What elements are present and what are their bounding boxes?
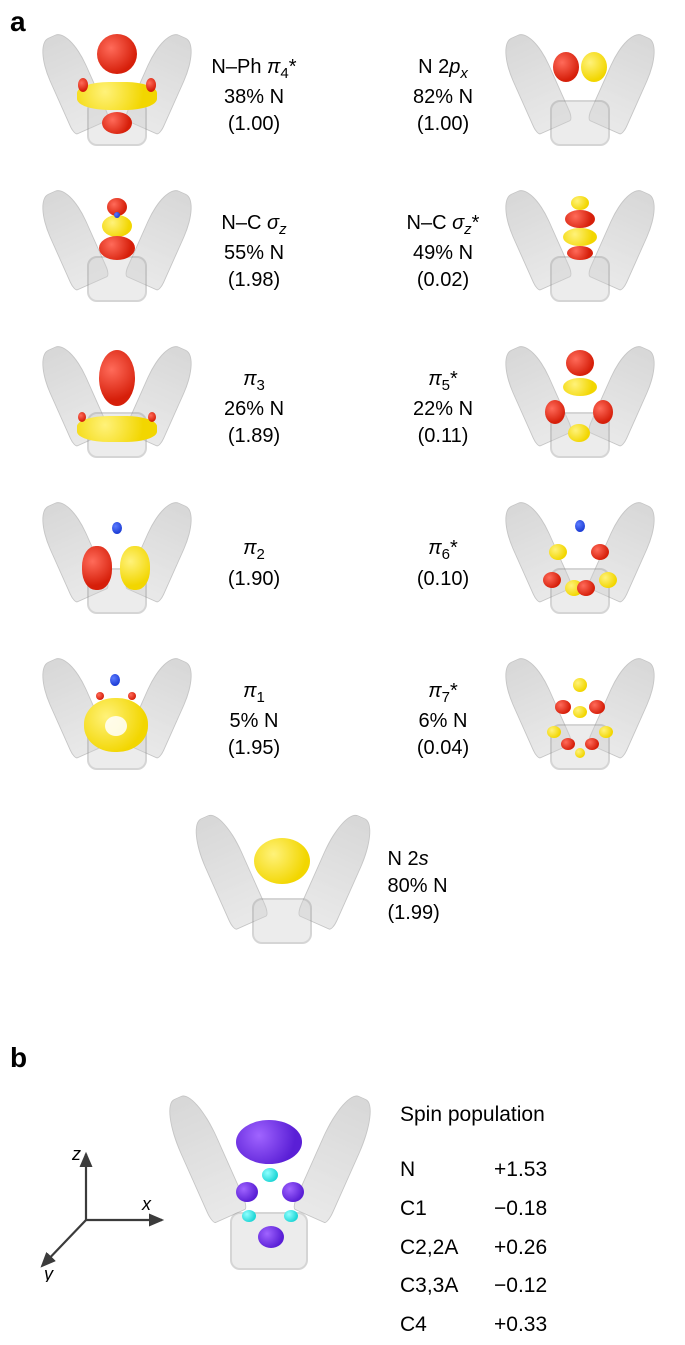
orbital-row-5: π1 5% N (1.95) π7* 6% N (0.04) bbox=[0, 642, 685, 798]
val: −0.18 bbox=[494, 1190, 547, 1229]
pctN: 82% N bbox=[393, 84, 493, 111]
name: π7* bbox=[393, 678, 493, 708]
orbital-nphpi4star-icon bbox=[42, 26, 192, 166]
occ: (1.98) bbox=[204, 267, 304, 294]
spin-row-C33A: C3,3A −0.12 bbox=[400, 1267, 547, 1306]
val: +0.26 bbox=[494, 1229, 547, 1268]
orbital-right-3-text: π5* 22% N (0.11) bbox=[393, 366, 493, 450]
occ: (0.04) bbox=[393, 735, 493, 762]
spin-row-N: N +1.53 bbox=[400, 1151, 547, 1190]
name: π5* bbox=[393, 366, 493, 396]
orbital-right-5-text: π7* 6% N (0.04) bbox=[393, 678, 493, 762]
occ: (1.00) bbox=[393, 111, 493, 138]
orbital-pi7star-icon bbox=[505, 650, 655, 790]
pctN: 6% N bbox=[393, 708, 493, 735]
orbital-center-text: N 2s 80% N (1.99) bbox=[388, 846, 488, 927]
spin-row-C22A: C2,2A +0.26 bbox=[400, 1229, 547, 1268]
orbital-pi6star-icon bbox=[505, 494, 655, 634]
pctN: 80% N bbox=[388, 873, 488, 900]
orbital-pi5star-icon bbox=[505, 338, 655, 478]
orbital-right-1-text: N 2px 82% N (1.00) bbox=[393, 54, 493, 138]
orbital-ncsigmazstar-icon bbox=[505, 182, 655, 322]
orbital-right-1: N 2px 82% N (1.00) bbox=[393, 26, 655, 166]
name: π1 bbox=[204, 678, 304, 708]
name: N–Ph π4* bbox=[204, 54, 304, 84]
orbital-right-4: π6* (0.10) bbox=[393, 494, 655, 634]
coordinate-axes-icon: z x y bbox=[30, 1142, 180, 1282]
orbital-left-4-text: π2 (1.90) bbox=[204, 535, 304, 592]
orbital-right-4-text: π6* (0.10) bbox=[393, 535, 493, 592]
pctN: 26% N bbox=[204, 396, 304, 423]
axis-x-label: x bbox=[141, 1194, 152, 1214]
orbital-row-4: π2 (1.90) π6* (0.10) bbox=[0, 486, 685, 642]
val: −0.12 bbox=[494, 1267, 547, 1306]
orbital-n2s-icon bbox=[198, 806, 368, 966]
orbital-left-3: π3 26% N (1.89) bbox=[42, 338, 304, 478]
orbital-left-1-text: N–Ph π4* 38% N (1.00) bbox=[204, 54, 304, 138]
atom: C1 bbox=[400, 1190, 470, 1229]
orbital-left-1: N–Ph π4* 38% N (1.00) bbox=[42, 26, 304, 166]
orbital-ncsigmaz-icon bbox=[42, 182, 192, 322]
val: +0.33 bbox=[494, 1306, 547, 1345]
panel-a: N–Ph π4* 38% N (1.00) N 2px 82% N (1.00) bbox=[0, 0, 685, 990]
orbital-left-5-text: π1 5% N (1.95) bbox=[204, 678, 304, 762]
name: π2 bbox=[204, 535, 304, 565]
atom: C4 bbox=[400, 1306, 470, 1345]
orbital-pi3-icon bbox=[42, 338, 192, 478]
name: π3 bbox=[204, 366, 304, 396]
occ: (1.90) bbox=[204, 566, 304, 593]
orbital-right-5: π7* 6% N (0.04) bbox=[393, 650, 655, 790]
orbital-right-2-text: N–C σz* 49% N (0.02) bbox=[393, 210, 493, 294]
occ: (1.00) bbox=[204, 111, 304, 138]
occ: (1.99) bbox=[388, 900, 488, 927]
orbital-pi1-icon bbox=[42, 650, 192, 790]
orbital-row-1: N–Ph π4* 38% N (1.00) N 2px 82% N (1.00) bbox=[0, 18, 685, 174]
name: N–C σz* bbox=[393, 210, 493, 240]
atom: C3,3A bbox=[400, 1267, 470, 1306]
orbital-left-4: π2 (1.90) bbox=[42, 494, 304, 634]
val: +1.53 bbox=[494, 1151, 547, 1190]
orbital-right-2: N–C σz* 49% N (0.02) bbox=[393, 182, 655, 322]
name: N 2s bbox=[388, 846, 488, 873]
pctN: 49% N bbox=[393, 240, 493, 267]
spin-row-C4: C4 +0.33 bbox=[400, 1306, 547, 1345]
orbital-right-3: π5* 22% N (0.11) bbox=[393, 338, 655, 478]
occ: (0.02) bbox=[393, 267, 493, 294]
orbital-left-5: π1 5% N (1.95) bbox=[42, 650, 304, 790]
pctN: 55% N bbox=[204, 240, 304, 267]
occ: (1.89) bbox=[204, 423, 304, 450]
orbital-left-3-text: π3 26% N (1.89) bbox=[204, 366, 304, 450]
orbital-left-2: N–C σz 55% N (1.98) bbox=[42, 182, 304, 322]
orbital-left-2-text: N–C σz 55% N (1.98) bbox=[204, 210, 304, 294]
axis-z-label: z bbox=[71, 1144, 81, 1164]
orbital-center-row: N 2s 80% N (1.99) bbox=[0, 798, 685, 990]
orbital-row-3: π3 26% N (1.89) π5* 22% N (0.11) bbox=[0, 330, 685, 486]
panel-b: z x y Spin population N +1.53 C1 −0.18 C… bbox=[0, 1042, 685, 1336]
orbital-row-2: N–C σz 55% N (1.98) N–C σz* 49% N (0.02) bbox=[0, 174, 685, 330]
pctN: 38% N bbox=[204, 84, 304, 111]
atom: C2,2A bbox=[400, 1229, 470, 1268]
occ: (0.10) bbox=[393, 566, 493, 593]
spin-population-table: Spin population N +1.53 C1 −0.18 C2,2A +… bbox=[400, 1096, 547, 1345]
axis-y-label: y bbox=[42, 1264, 54, 1282]
name: N 2px bbox=[393, 54, 493, 84]
spin-row-C1: C1 −0.18 bbox=[400, 1190, 547, 1229]
occ: (1.95) bbox=[204, 735, 304, 762]
pctN: 22% N bbox=[393, 396, 493, 423]
name: π6* bbox=[393, 535, 493, 565]
occ: (0.11) bbox=[393, 423, 493, 450]
pctN: 5% N bbox=[204, 708, 304, 735]
orbital-n2px-icon bbox=[505, 26, 655, 166]
spin-table-title: Spin population bbox=[400, 1096, 547, 1135]
spin-density-molecule-icon bbox=[170, 1086, 370, 1296]
atom: N bbox=[400, 1151, 470, 1190]
orbital-pi2-icon bbox=[42, 494, 192, 634]
name: N–C σz bbox=[204, 210, 304, 240]
